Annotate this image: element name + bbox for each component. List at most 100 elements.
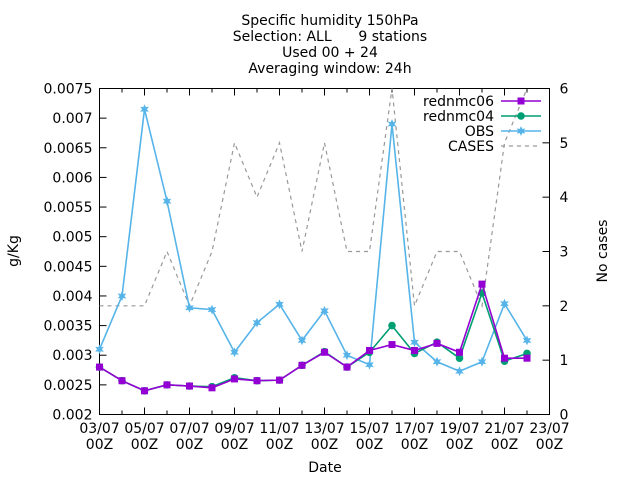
chart-title-line: Used 00 + 24	[282, 45, 378, 61]
y2-tick-label: 5	[560, 136, 569, 152]
data-point	[411, 346, 418, 354]
y-tick-label: 0.0065	[44, 141, 93, 157]
data-point	[477, 356, 487, 367]
y-tick-label: 0.0035	[44, 319, 93, 335]
data-point	[478, 280, 486, 288]
series-line	[99, 88, 528, 309]
data-point	[321, 348, 328, 356]
y2-tick-label: 1	[560, 353, 569, 369]
data-point	[230, 347, 239, 358]
data-point	[96, 363, 103, 371]
y2-tick-label: 4	[560, 190, 569, 206]
data-point	[500, 298, 509, 309]
chart-title-line: Specific humidity 150hPa	[241, 13, 418, 29]
y-tick-label: 0.005	[52, 230, 92, 246]
legend-marker	[517, 97, 525, 105]
series-OBS	[95, 104, 532, 377]
x-tick-label: 13/07	[304, 421, 344, 437]
data-point	[387, 119, 397, 130]
data-point	[501, 354, 508, 362]
data-point	[342, 350, 352, 361]
x-tick-label: 15/07	[349, 421, 389, 437]
data-point	[343, 363, 351, 371]
x-tick-label: 05/07	[124, 421, 164, 437]
x-tick-label: 19/07	[439, 421, 479, 437]
legend-label: rednmc04	[423, 109, 494, 125]
data-point	[320, 305, 329, 316]
chart-title-line: Selection: ALL 9 stations	[233, 29, 427, 45]
legend-label: CASES	[448, 139, 494, 155]
data-point	[95, 344, 104, 355]
data-point	[297, 335, 307, 346]
x-axis: 03/0700Z05/0700Z07/0700Z09/0700Z11/0700Z…	[79, 88, 570, 453]
data-point	[163, 381, 171, 389]
x-tick-label: 21/07	[484, 421, 524, 437]
x-tick-label: 00Z	[266, 437, 293, 453]
data-point	[455, 366, 464, 377]
y2-axis-label: No cases	[595, 220, 611, 283]
data-point	[365, 359, 374, 370]
x-tick-label: 00Z	[491, 437, 518, 453]
y-tick-label: 0.0055	[44, 200, 93, 216]
data-point	[118, 377, 126, 385]
data-point	[141, 387, 148, 395]
y-tick-label: 0.002	[52, 408, 92, 424]
x-tick-label: 11/07	[259, 421, 299, 437]
x-tick-label: 00Z	[221, 437, 248, 453]
y-tick-label: 0.0025	[44, 378, 93, 394]
data-point	[231, 375, 238, 383]
data-point	[366, 346, 373, 354]
data-point	[522, 335, 532, 346]
data-point	[456, 348, 463, 356]
series-line	[99, 281, 527, 392]
y2-tick-label: 3	[560, 245, 569, 261]
x-tick-label: 23/07	[529, 421, 569, 437]
x-tick-label: 00Z	[356, 437, 383, 453]
x-tick-label: 17/07	[394, 421, 434, 437]
data-point	[455, 354, 464, 362]
legend-marker	[517, 112, 525, 120]
x-tick-label: 00Z	[446, 437, 473, 453]
chart-title-line: Averaging window: 24h	[248, 61, 411, 77]
x-tick-label: 00Z	[86, 437, 113, 453]
y2-tick-label: 2	[560, 299, 569, 315]
series-line	[98, 109, 528, 373]
y-tick-label: 0.0075	[44, 82, 93, 98]
data-point	[186, 382, 193, 390]
data-point	[275, 299, 284, 310]
x-tick-label: 03/07	[79, 421, 119, 437]
data-point	[252, 317, 262, 328]
y-axis-label: g/Kg	[6, 235, 22, 267]
y2-axis: 0 1 2 3 4 5 6	[542, 82, 569, 424]
x-tick-label: 00Z	[311, 437, 338, 453]
data-point	[523, 354, 531, 362]
data-point	[117, 290, 127, 301]
legend-label: rednmc06	[423, 94, 494, 110]
y-tick-label: 0.006	[52, 170, 92, 186]
y-tick-label: 0.0045	[44, 259, 93, 275]
series-CASES	[99, 88, 528, 309]
data-point	[185, 302, 194, 313]
data-point	[410, 337, 419, 348]
data-point	[388, 341, 396, 349]
data-point	[432, 356, 442, 367]
data-point	[388, 321, 396, 330]
data-point	[140, 104, 149, 115]
x-tick-label: 00Z	[131, 437, 158, 453]
data-point	[162, 196, 172, 207]
legend-label: OBS	[465, 124, 494, 140]
data-point	[208, 384, 216, 392]
x-tick-label: 00Z	[536, 437, 563, 453]
y-tick-label: 0.003	[52, 348, 92, 364]
y-tick-label: 0.007	[52, 111, 92, 127]
x-tick-label: 00Z	[176, 437, 203, 453]
data-point	[207, 304, 217, 315]
data-point	[253, 377, 261, 385]
y2-tick-label: 6	[560, 82, 569, 98]
y-axis: 0.002 0.0025 0.003 0.0035 0.004 0.0045 0.005 0.…	[44, 82, 107, 424]
x-axis-label: Date	[308, 460, 341, 476]
legend-marker	[516, 126, 526, 136]
